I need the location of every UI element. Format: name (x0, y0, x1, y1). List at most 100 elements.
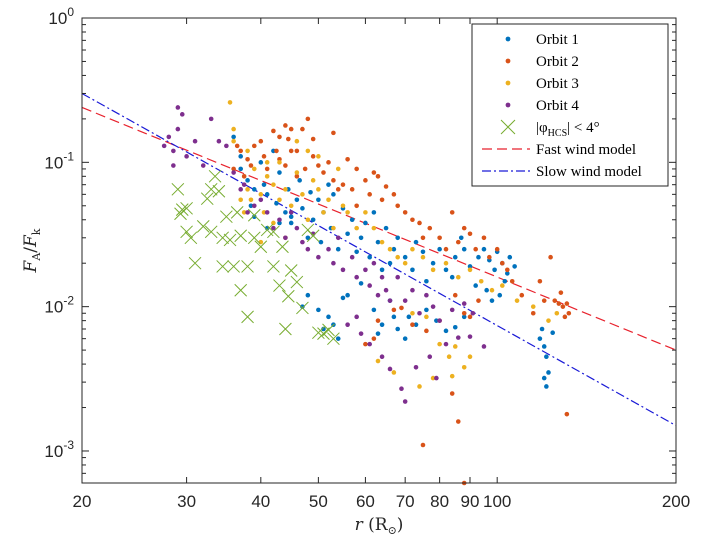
orbit2-point (264, 166, 270, 172)
orbit3-point (316, 187, 321, 192)
orbit1-point (489, 298, 495, 303)
hcs-marker (247, 231, 261, 245)
x-tick-label: 60 (356, 492, 375, 511)
orbit3-point (310, 178, 316, 183)
orbit1-point (452, 254, 458, 260)
y-tick-label: 100 (48, 5, 74, 28)
orbit1-point (345, 292, 350, 298)
orbit1-point (497, 292, 503, 298)
orbit3-point (387, 246, 393, 252)
orbit1-point (345, 231, 350, 237)
orbit2-point (363, 178, 368, 183)
orbit3-point (231, 138, 236, 144)
orbit3-point (305, 148, 311, 154)
orbit1-point (316, 197, 321, 203)
legend-label: Fast wind model (536, 142, 636, 158)
orbit2-point (558, 290, 564, 295)
orbit4-point (387, 366, 393, 372)
legend-label: |φHCS| < 4° (536, 120, 600, 139)
hcs-marker (312, 326, 325, 340)
slow-wind-model-line (81, 92, 677, 427)
hcs-marker (227, 260, 240, 273)
hcs-marker (276, 240, 289, 254)
orbit1-point (371, 307, 377, 313)
orbit3-point (245, 148, 250, 154)
orbit1-point (335, 336, 341, 341)
orbit4-legend-marker (505, 102, 511, 108)
orbit3-point (335, 166, 341, 172)
orbit4-point (288, 210, 294, 215)
orbit2-point (375, 318, 381, 323)
orbit1-point (326, 314, 331, 320)
hcs-marker (234, 229, 248, 243)
orbit2-point (321, 170, 326, 175)
orbit1-point (539, 326, 545, 332)
orbit2-point (349, 187, 355, 192)
orbit3-point (461, 365, 467, 370)
orbit2-point (251, 143, 257, 149)
orbit1-point (277, 220, 282, 226)
orbit4-point (245, 210, 250, 215)
orbit2-point (449, 391, 455, 396)
orbit4-point (335, 235, 341, 241)
orbit1-point (354, 249, 359, 255)
orbit3-point (478, 278, 484, 284)
orbit2-point (481, 235, 487, 241)
orbit2-point (283, 123, 288, 128)
orbit1-point (484, 287, 489, 293)
orbit2-point (305, 116, 311, 122)
orbit2-point (248, 163, 254, 168)
hcs-marker (171, 182, 185, 196)
orbit3-point (264, 174, 270, 179)
orbit2-point (420, 235, 426, 241)
plot-frame (81, 17, 677, 484)
hcs-marker (241, 310, 254, 324)
orbit4-point (437, 318, 442, 323)
orbit2-point (473, 246, 478, 252)
orbit4-point (413, 365, 419, 370)
orbit3-point (467, 267, 473, 273)
orbit4-point (179, 112, 185, 117)
orbit3-point (410, 310, 415, 316)
orbit1-point (502, 278, 508, 284)
legend-box (471, 23, 669, 187)
orbit1-point (476, 254, 481, 260)
orbit2-point (302, 166, 308, 172)
orbit3-point (294, 170, 300, 175)
orbit3-point (437, 341, 442, 347)
orbit4-point (175, 105, 181, 110)
orbit1-point (461, 246, 467, 252)
orbit1-point (283, 210, 288, 215)
orbit1-point (297, 178, 302, 183)
orbit3-point (264, 160, 270, 165)
orbit4-point (410, 287, 415, 293)
orbit2-point (455, 419, 461, 424)
orbit1-point (461, 314, 467, 320)
orbit2-point (383, 184, 389, 189)
orbit1-point (248, 203, 254, 209)
hcs-marker (267, 260, 280, 273)
model-lines (81, 92, 677, 427)
orbit2-point (467, 231, 473, 237)
orbit1-point (546, 370, 551, 375)
hcs-marker (306, 229, 320, 243)
orbit1-point (310, 217, 316, 223)
orbit2-point (367, 192, 372, 197)
orbit1-point (251, 214, 257, 220)
orbit2-point (271, 128, 276, 134)
orbit3-point (379, 239, 385, 245)
orbit3-point (331, 225, 336, 231)
orbit2-point (234, 143, 240, 149)
x-tick-label: 80 (430, 492, 449, 511)
orbit3-point (277, 197, 282, 203)
orbit2-point (564, 411, 570, 417)
orbit2-point (345, 156, 350, 162)
orbit2-point (410, 322, 415, 327)
orbit4-point (241, 182, 247, 187)
orbit3-point (316, 154, 321, 159)
x-tick-label: 90 (461, 492, 480, 511)
y-tick-label: 10-1 (44, 149, 74, 172)
orbit1-point (371, 210, 377, 215)
orbit4-point (175, 126, 181, 132)
